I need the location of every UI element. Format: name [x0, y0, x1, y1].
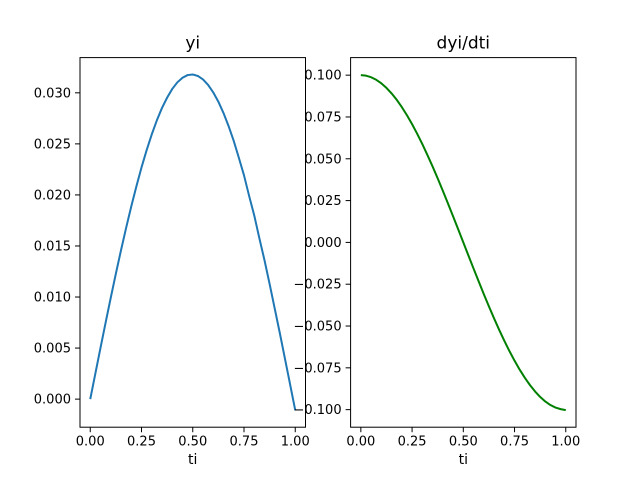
y-tick-label: 0.000 — [304, 236, 341, 251]
axes-title: dyi/dti — [437, 34, 490, 54]
y-tick-label: 0.010 — [34, 291, 71, 306]
plot-line-dyidti — [360, 74, 566, 412]
x-axis-label: ti — [459, 452, 468, 468]
y-tick-label: 0.100 — [304, 69, 341, 84]
x-tick-label: 1.00 — [281, 435, 310, 450]
y-tick-label: 0.020 — [34, 188, 71, 203]
x-tick-label: 0.50 — [178, 435, 207, 450]
x-axis-label: ti — [188, 452, 197, 468]
y-tick-label: 0.025 — [304, 194, 341, 209]
x-tick-label: 1.00 — [551, 435, 580, 450]
y-tick-label: 0.005 — [34, 342, 71, 357]
y-tick-label: −0.075 — [293, 361, 341, 376]
x-tick-label: 0.25 — [398, 435, 427, 450]
x-tick-label: 0.50 — [449, 435, 478, 450]
y-tick-label: 0.000 — [34, 393, 71, 408]
x-tick-label: 0.75 — [230, 435, 259, 450]
y-tick-label: 0.050 — [304, 152, 341, 167]
x-tick-label: 0.25 — [127, 435, 156, 450]
plot-line-yi — [89, 73, 297, 411]
x-tick-label: 0.75 — [500, 435, 529, 450]
y-tick-label: 0.030 — [34, 86, 71, 101]
axes-title: yi — [185, 34, 200, 54]
x-tick-label: 0.00 — [76, 435, 105, 450]
axes-yi: 0.00 0.25 0.50 0.75 1.00 0.000 0.005 0.010 0.015… — [34, 34, 310, 469]
y-tick-label: 0.015 — [34, 239, 71, 254]
y-tick-label: −0.050 — [293, 320, 341, 335]
axes-dyidti: 0.00 0.25 0.50 0.75 1.00 −0.100 −0.075 −0.050 −0… — [293, 34, 580, 469]
axes-frame — [79, 57, 306, 428]
y-tick-label: 0.075 — [304, 110, 341, 125]
y-tick-label: 0.025 — [34, 137, 71, 152]
y-tick-label: −0.025 — [293, 278, 341, 293]
x-tick-label: 0.00 — [346, 435, 375, 450]
y-tick-label: −0.100 — [293, 403, 341, 418]
